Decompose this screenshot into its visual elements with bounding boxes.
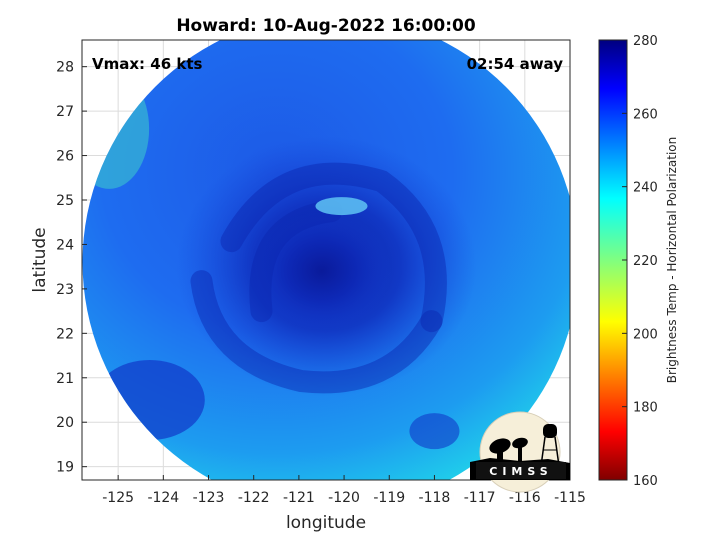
y-tick-label: 27 bbox=[56, 104, 74, 120]
logo-banner bbox=[476, 462, 566, 479]
colorbar: 160 180 200 220 240 260 280 Brightness Temp - … bbox=[598, 34, 679, 489]
colorbar-ticks: 160 180 200 220 240 260 280 bbox=[622, 34, 658, 489]
y-axis-ticks: 19 20 21 22 23 24 25 26 27 28 bbox=[56, 60, 87, 476]
x-axis-label: longitude bbox=[286, 513, 366, 533]
colorbar-tick-label: 180 bbox=[633, 401, 658, 416]
colorbar-label: Brightness Temp - Horizontal Polarizatio… bbox=[665, 137, 679, 384]
y-tick-label: 21 bbox=[56, 371, 74, 387]
y-tick-label: 22 bbox=[56, 326, 74, 342]
x-tick-label: -123 bbox=[193, 490, 225, 506]
x-axis-ticks: -125 -124 -123 -122 -121 -120 -119 -118 -117 -116… bbox=[102, 475, 586, 506]
y-tick-label: 23 bbox=[56, 282, 74, 298]
vmax-annotation: Vmax: 46 kts bbox=[92, 55, 202, 73]
y-tick-label: 24 bbox=[56, 237, 74, 253]
x-tick-label: -120 bbox=[328, 490, 360, 506]
swath-image bbox=[82, 40, 570, 480]
colorbar-tick-label: 240 bbox=[633, 181, 658, 196]
chart-title: Howard: 10-Aug-2022 16:00:00 bbox=[176, 16, 476, 36]
y-tick-label: 26 bbox=[56, 149, 74, 165]
spiral-band bbox=[190, 270, 443, 394]
y-tick-label: 25 bbox=[56, 193, 74, 209]
axes-frame bbox=[81, 39, 571, 481]
y-axis-label: latitude bbox=[30, 227, 50, 292]
storm-core bbox=[251, 211, 392, 332]
time-away-annotation: 02:54 away bbox=[467, 55, 564, 73]
y-tick-label: 19 bbox=[56, 460, 74, 476]
x-tick-label: -121 bbox=[283, 490, 315, 506]
x-tick-label: -122 bbox=[238, 490, 270, 506]
x-tick-label: -125 bbox=[102, 490, 134, 506]
x-tick-label: -124 bbox=[147, 490, 179, 506]
spiral-band bbox=[249, 200, 343, 323]
colorbar-tick-label: 220 bbox=[633, 254, 658, 269]
cimss-logo: CIMSS bbox=[470, 411, 570, 493]
logo-satellite-dish-icon bbox=[489, 437, 528, 464]
spiral-band bbox=[220, 162, 447, 333]
x-tick-label: -115 bbox=[554, 490, 586, 506]
colorbar-tick-label: 200 bbox=[633, 327, 658, 342]
x-tick-label: -119 bbox=[373, 490, 405, 506]
colorbar-tick-label: 160 bbox=[633, 474, 658, 489]
x-tick-label: -116 bbox=[509, 490, 541, 506]
logo-text: CIMSS bbox=[489, 465, 552, 478]
colorbar-tick-label: 280 bbox=[633, 34, 658, 49]
x-tick-label: -118 bbox=[419, 490, 451, 506]
cold-region bbox=[409, 413, 460, 450]
warm-patch bbox=[315, 197, 368, 216]
x-tick-label: -117 bbox=[464, 490, 496, 506]
y-tick-label: 28 bbox=[56, 60, 74, 76]
colorbar-tick-label: 260 bbox=[633, 107, 658, 122]
y-tick-label: 20 bbox=[56, 415, 74, 431]
